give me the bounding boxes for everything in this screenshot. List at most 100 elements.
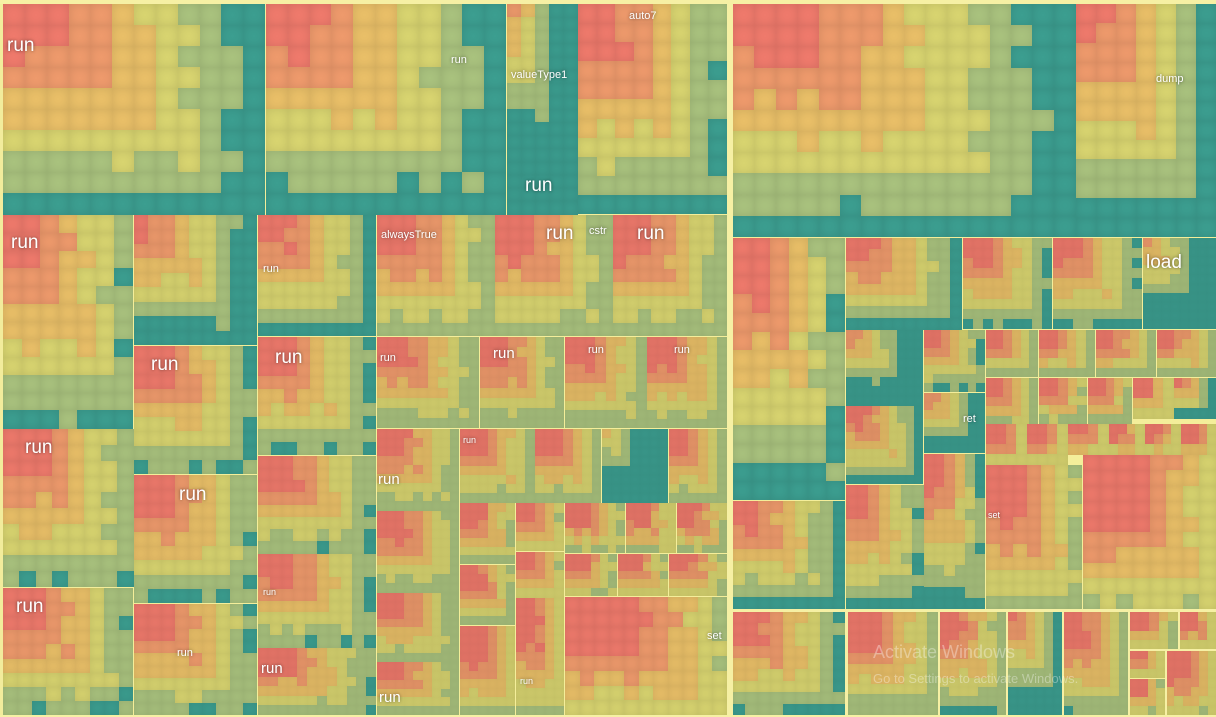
treemap-cell[interactable] <box>986 378 996 388</box>
treemap-cell[interactable] <box>927 294 940 307</box>
treemap-cell[interactable] <box>718 544 728 554</box>
treemap-cell[interactable] <box>448 397 460 409</box>
treemap-cell[interactable] <box>652 42 672 62</box>
treemap-cell[interactable] <box>188 360 203 375</box>
treemap-cell[interactable] <box>892 249 905 262</box>
treemap-cell[interactable] <box>582 447 593 457</box>
treemap-cell[interactable] <box>881 642 894 654</box>
treemap-cell[interactable] <box>336 241 351 256</box>
treemap-cell[interactable] <box>161 330 176 346</box>
treemap-cell[interactable] <box>941 330 951 340</box>
treemap-cell[interactable] <box>1153 444 1163 455</box>
treemap-cell[interactable] <box>890 552 902 565</box>
treemap-cell[interactable] <box>544 474 555 485</box>
treemap-cell[interactable] <box>487 661 498 671</box>
treemap-cell[interactable] <box>175 641 190 654</box>
treemap-cell[interactable] <box>440 25 463 47</box>
treemap-cell[interactable] <box>986 465 1001 479</box>
treemap-cell[interactable] <box>658 447 669 457</box>
treemap-cell[interactable] <box>967 427 977 437</box>
treemap-cell[interactable] <box>676 228 690 243</box>
treemap-cell[interactable] <box>854 432 864 442</box>
treemap-cell[interactable] <box>346 667 357 678</box>
treemap-cell[interactable] <box>689 241 703 256</box>
treemap-cell[interactable] <box>422 688 433 698</box>
treemap-cell[interactable] <box>757 537 771 550</box>
treemap-cell[interactable] <box>901 518 913 531</box>
treemap-cell[interactable] <box>880 317 893 330</box>
treemap-cell[interactable] <box>714 255 728 270</box>
treemap-cell[interactable] <box>352 612 365 625</box>
treemap-cell[interactable] <box>258 295 272 310</box>
treemap-cell[interactable] <box>134 46 157 68</box>
treemap-cell[interactable] <box>573 587 583 597</box>
treemap-cell[interactable] <box>377 511 387 521</box>
treemap-cell[interactable] <box>199 4 222 26</box>
treemap-cell[interactable] <box>1053 109 1076 132</box>
treemap-cell[interactable] <box>1102 268 1113 279</box>
treemap-cell[interactable] <box>535 429 545 439</box>
treemap-cell[interactable] <box>1083 532 1101 548</box>
treemap-cell[interactable] <box>795 501 809 514</box>
treemap-cell[interactable] <box>999 478 1014 492</box>
treemap-cell[interactable] <box>987 621 998 632</box>
treemap-cell[interactable] <box>707 409 718 420</box>
treemap-cell[interactable] <box>460 607 470 617</box>
treemap-cell[interactable] <box>974 597 986 610</box>
treemap-cell[interactable] <box>1157 330 1166 340</box>
treemap-cell[interactable] <box>60 588 76 603</box>
treemap-cell[interactable] <box>35 476 53 493</box>
treemap-cell[interactable] <box>413 618 424 628</box>
treemap-cell[interactable] <box>904 673 916 685</box>
treemap-cell[interactable] <box>549 4 564 18</box>
treemap-cell[interactable] <box>68 46 91 68</box>
treemap-cell[interactable] <box>941 435 951 445</box>
treemap-cell[interactable] <box>317 480 330 493</box>
treemap-cell[interactable] <box>21 357 41 376</box>
treemap-cell[interactable] <box>890 586 902 599</box>
treemap-cell[interactable] <box>890 518 902 531</box>
treemap-cell[interactable] <box>1170 247 1180 257</box>
treemap-cell[interactable] <box>754 67 777 90</box>
treemap-cell[interactable] <box>243 109 266 131</box>
treemap-cell[interactable] <box>807 406 827 426</box>
treemap-cell[interactable] <box>271 376 285 390</box>
treemap-cell[interactable] <box>469 483 479 494</box>
treemap-cell[interactable] <box>515 447 526 457</box>
treemap-cell[interactable] <box>375 25 398 47</box>
treemap-cell[interactable] <box>1182 562 1200 579</box>
treemap-cell[interactable] <box>987 686 998 697</box>
treemap-cell[interactable] <box>882 67 905 90</box>
treemap-cell[interactable] <box>820 597 834 610</box>
treemap-cell[interactable] <box>521 161 536 176</box>
treemap-cell[interactable] <box>958 435 969 445</box>
treemap-cell[interactable] <box>478 599 488 609</box>
treemap-cell[interactable] <box>912 552 924 565</box>
treemap-cell[interactable] <box>626 536 635 546</box>
treemap-cell[interactable] <box>717 373 728 383</box>
treemap-cell[interactable] <box>1135 444 1145 455</box>
treemap-cell[interactable] <box>1157 348 1166 359</box>
treemap-cell[interactable] <box>671 194 691 215</box>
treemap-cell[interactable] <box>733 513 746 526</box>
treemap-cell[interactable] <box>1122 288 1133 300</box>
treemap-cell[interactable] <box>826 481 846 501</box>
treemap-cell[interactable] <box>820 623 834 636</box>
treemap-cell[interactable] <box>904 612 916 623</box>
treemap-cell[interactable] <box>1156 120 1177 141</box>
treemap-cell[interactable] <box>1121 348 1131 359</box>
treemap-cell[interactable] <box>395 618 405 628</box>
treemap-cell[interactable] <box>267 657 279 668</box>
treemap-cell[interactable] <box>287 667 298 678</box>
treemap-cell[interactable] <box>733 561 746 574</box>
treemap-cell[interactable] <box>553 474 564 485</box>
treemap-cell[interactable] <box>1003 348 1013 359</box>
treemap-cell[interactable] <box>890 496 902 509</box>
treemap-cell[interactable] <box>905 440 915 450</box>
treemap-cell[interactable] <box>387 387 398 399</box>
treemap-cell[interactable] <box>487 607 498 617</box>
treemap-cell[interactable] <box>987 677 998 688</box>
treemap-cell[interactable] <box>229 417 244 432</box>
treemap-cell[interactable] <box>638 282 652 297</box>
treemap-cell[interactable] <box>941 374 951 384</box>
